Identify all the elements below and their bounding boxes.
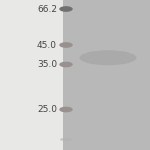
Text: 45.0: 45.0 xyxy=(37,40,57,50)
Bar xyxy=(0,0,63,150)
Ellipse shape xyxy=(80,50,136,65)
Ellipse shape xyxy=(59,107,73,112)
Ellipse shape xyxy=(59,42,73,48)
Ellipse shape xyxy=(60,138,72,141)
Ellipse shape xyxy=(59,62,73,67)
Ellipse shape xyxy=(59,6,73,12)
Text: 35.0: 35.0 xyxy=(37,60,57,69)
Text: 25.0: 25.0 xyxy=(37,105,57,114)
Text: 66.2: 66.2 xyxy=(37,4,57,14)
